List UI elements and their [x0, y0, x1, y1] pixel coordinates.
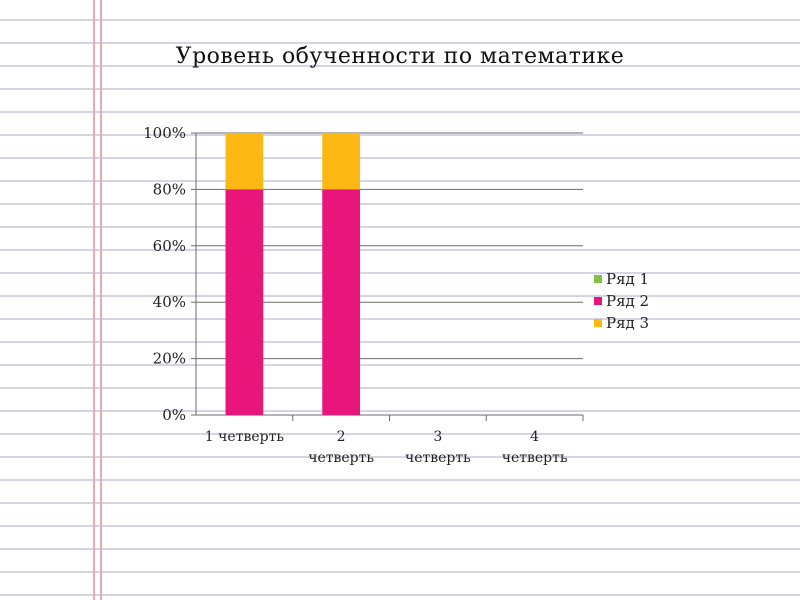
bar-segment	[322, 133, 360, 190]
legend-swatch	[594, 297, 602, 305]
chart-title: Уровень обученности по математике	[175, 44, 625, 69]
y-tick-label: 40%	[153, 293, 186, 311]
bar-segment	[322, 189, 360, 415]
x-tick-label: четверть	[405, 450, 471, 466]
y-tick-label: 0%	[162, 406, 186, 424]
bar-segment	[225, 133, 264, 190]
x-tick-label: 4	[530, 429, 539, 445]
x-tick-label: 3	[433, 429, 442, 445]
legend-label: Ряд 1	[606, 270, 650, 288]
legend-item: Ряд 3	[594, 312, 649, 334]
bar-segment	[225, 189, 264, 415]
legend-item: Ряд 2	[594, 290, 649, 312]
x-tick-label: четверть	[502, 450, 568, 466]
legend-label: Ряд 2	[606, 292, 650, 310]
x-tick-label: четверть	[308, 450, 374, 466]
y-tick-label: 60%	[153, 237, 186, 255]
legend-item: Ряд 1	[594, 268, 649, 290]
x-tick-label: 1 четверть	[205, 429, 285, 445]
notebook-margin-line	[100, 0, 102, 600]
notebook-margin-line	[93, 0, 95, 600]
legend-swatch	[594, 319, 602, 327]
y-tick-label: 20%	[153, 350, 186, 368]
y-tick-label: 80%	[153, 180, 186, 198]
chart-legend: Ряд 1 Ряд 2 Ряд 3	[594, 268, 649, 334]
legend-swatch	[594, 275, 602, 283]
y-tick-label: 100%	[143, 124, 186, 142]
legend-label: Ряд 3	[606, 314, 650, 332]
x-tick-label: 2	[337, 429, 346, 445]
